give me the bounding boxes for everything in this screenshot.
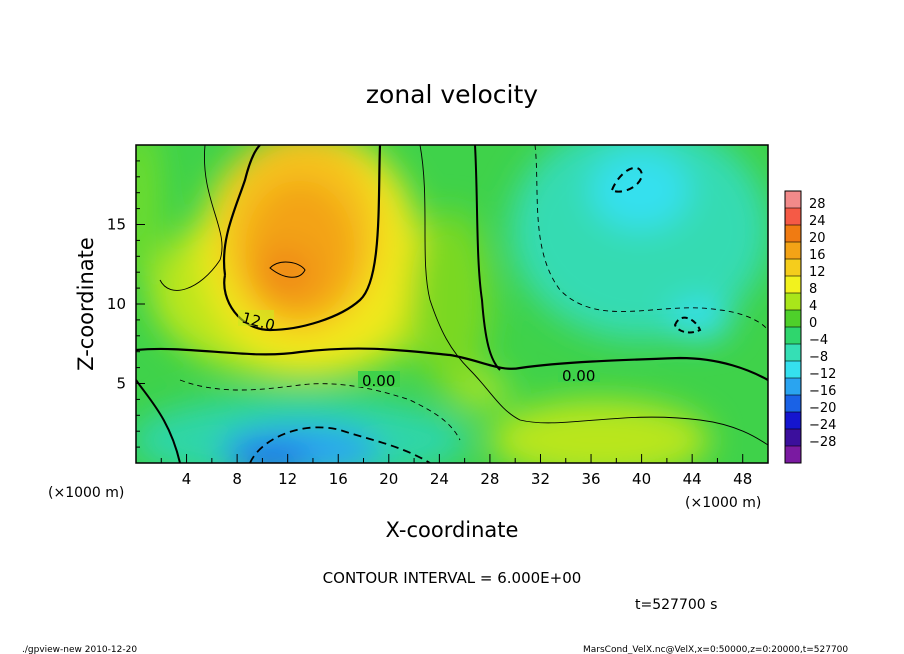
contour-neg6-lower [179, 379, 461, 441]
x-tick-label: 24 [430, 470, 449, 488]
contour-neg6-upper [534, 145, 768, 331]
colorbar-swatch [785, 276, 801, 294]
zero-contour-vertical [474, 145, 501, 371]
colorbar-label: −24 [809, 418, 836, 433]
x-axis: 4 8 12 16 20 24 28 32 36 40 44 48 [160, 454, 769, 488]
colorbar-label: −8 [809, 350, 828, 365]
colorbar-swatch [785, 208, 801, 226]
contour-label-bg [558, 366, 600, 382]
x-tick-label: 32 [531, 470, 550, 488]
contour-18 [269, 261, 306, 278]
colorbar-swatch [785, 191, 801, 209]
contour-neg12-right [673, 316, 702, 334]
colorbar-swatch [785, 412, 801, 430]
footer-left: ./gpview-new 2010-12-20 [22, 645, 137, 654]
colorbar-label: −4 [809, 333, 828, 348]
plot-area [136, 145, 768, 463]
x-tick-label: 12 [278, 470, 297, 488]
colorbar: 28 24 20 16 12 8 4 0 −4 −8 −12 −16 −20 −24 −28 [784, 190, 836, 464]
y-axis: 5 10 15 [107, 160, 145, 448]
contour-label-bg [358, 371, 400, 387]
contour-label-zero-1: 0.00 [362, 372, 395, 390]
colorbar-swatch [785, 446, 801, 464]
colorbar-swatch [785, 429, 801, 447]
colorbar-swatch [785, 293, 801, 311]
y-tick-label: 5 [116, 375, 126, 393]
contour-neg12-top [610, 166, 644, 193]
colorbar-label: −16 [809, 384, 836, 399]
x-tick-label: 4 [182, 470, 192, 488]
footer-right: MarsCond_VelX.nc@VelX,x=0:50000,z=0:2000… [583, 645, 848, 654]
contour-6-right [419, 145, 768, 446]
x-tick-label: 40 [632, 470, 651, 488]
zero-contour [136, 347, 768, 381]
colorbar-swatch [785, 344, 801, 362]
colorbar-swatch [785, 361, 801, 379]
contour-6-left [159, 145, 223, 291]
colorbar-swatch [785, 259, 801, 277]
x-tick-label: 16 [329, 470, 348, 488]
contour-12 [223, 145, 382, 332]
x-unit-right: (×1000 m) [685, 495, 761, 511]
x-axis-label: X-coordinate [386, 518, 519, 542]
colorbar-label: 24 [809, 214, 826, 229]
colorbar-label: 20 [809, 231, 826, 246]
colorbar-label: 8 [809, 282, 817, 297]
y-axis-label: Z-coordinate [74, 237, 98, 371]
contour-interval: CONTOUR INTERVAL = 6.000E+00 [323, 569, 582, 587]
colorbar-swatch [785, 378, 801, 396]
colorbar-label: −20 [809, 401, 836, 416]
chart-title: zonal velocity [366, 80, 538, 109]
contour-label-bg [238, 310, 274, 326]
y-tick-label: 10 [107, 295, 126, 313]
contour-lines [136, 145, 768, 463]
colorbar-label: 0 [809, 316, 817, 331]
colorbar-label: −12 [809, 367, 836, 382]
colorbar-swatch [785, 327, 801, 345]
colorbar-label: 4 [809, 299, 817, 314]
colorbar-swatch [785, 225, 801, 243]
x-tick-label: 28 [480, 470, 499, 488]
colorbar-label: −28 [809, 435, 836, 450]
colorbar-label: 12 [809, 265, 826, 280]
colorbar-label: 16 [809, 248, 826, 263]
x-tick-label: 36 [581, 470, 600, 488]
colorbar-swatch [785, 310, 801, 328]
contour-label-zero-2: 0.00 [562, 367, 595, 385]
y-tick-label: 15 [107, 216, 126, 234]
time-label: t=527700 s [635, 597, 717, 613]
x-tick-label: 44 [683, 470, 702, 488]
colorbar-swatch [785, 242, 801, 260]
x-tick-label: 48 [733, 470, 752, 488]
zero-contour-left [136, 379, 181, 463]
x-tick-label: 8 [232, 470, 242, 488]
colorbar-label: 28 [809, 197, 826, 212]
x-tick-label: 20 [379, 470, 398, 488]
colorbar-swatch [785, 395, 801, 413]
x-unit-left: (×1000 m) [48, 485, 124, 501]
